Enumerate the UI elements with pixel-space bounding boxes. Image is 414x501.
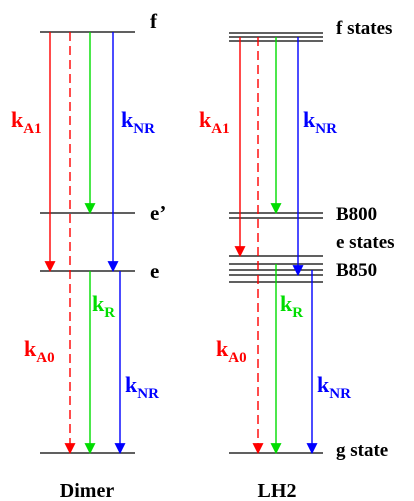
lh2-panel: f states B800 e states B850 g state kA1 … — [199, 18, 395, 501]
dimer-panel: f e’ e kA1 kNR kR kA0 kNR Dimer — [11, 9, 166, 501]
dimer-rate-kA1: kA1 — [11, 107, 42, 137]
lh2-label-f-states: f states — [336, 18, 392, 39]
lh2-rate-kR: kR — [280, 291, 303, 321]
lh2-rate-kNR-bottom: kNR — [317, 372, 351, 402]
lh2-rate-kA0: kA0 — [216, 336, 247, 366]
lh2-rate-kNR-top: kNR — [303, 107, 337, 137]
dimer-rate-kA0: kA0 — [24, 336, 55, 366]
lh2-title: LH2 — [258, 480, 297, 501]
lh2-label-b850: B850 — [336, 260, 377, 281]
dimer-rate-kR: kR — [92, 291, 115, 321]
dimer-label-e: e — [150, 259, 159, 283]
dimer-rate-kNR-bottom: kNR — [125, 372, 159, 402]
dimer-label-e-prime: e’ — [150, 201, 166, 225]
lh2-label-b800: B800 — [336, 204, 377, 225]
lh2-rate-kA1: kA1 — [199, 107, 230, 137]
dimer-title: Dimer — [60, 480, 115, 501]
lh2-label-g-state: g state — [336, 440, 388, 461]
dimer-rate-kNR-top: kNR — [121, 107, 155, 137]
lh2-label-e-states: e states — [336, 232, 395, 253]
dimer-label-f: f — [150, 9, 158, 33]
